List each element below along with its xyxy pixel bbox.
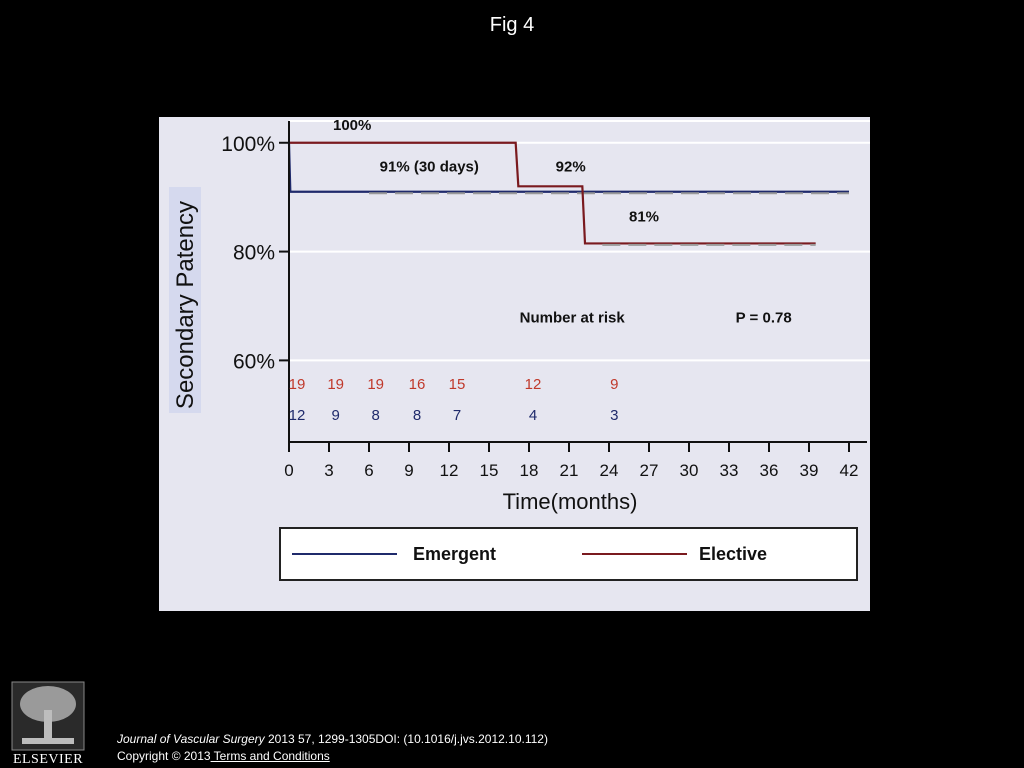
y-tick-label: 60% [233,350,275,373]
x-tick-label: 15 [480,461,499,480]
x-tick-label: 39 [800,461,819,480]
journal-name: Journal of Vascular Surgery [117,732,265,746]
x-tick-label: 6 [364,461,373,480]
x-tick-label: 21 [560,461,579,480]
kaplan-meier-chart: Secondary Patency 100%80%60%0 3 6 9 12 15 18 21… [169,117,870,581]
x-tick-label: 12 [440,461,459,480]
legend: Emergent Elective [279,527,858,581]
risk-elective-value: 15 [449,376,466,393]
risk-emergent-value: 3 [610,407,618,424]
risk-emergent-value: 8 [371,407,379,424]
x-tick-label: 36 [760,461,779,480]
citation-line: Journal of Vascular Surgery 2013 57, 129… [117,731,548,748]
x-tick-label: 33 [720,461,739,480]
x-tick-label: 0 [284,461,293,480]
risk-emergent-value: 9 [331,407,339,424]
copyright-line: Copyright © 2013 Terms and Conditions [117,748,548,765]
ylabel: Secondary Patency [172,201,199,409]
x-tick-label: 27 [640,461,659,480]
risk-elective-value: 9 [610,376,618,393]
risk-elective-value: 16 [409,376,426,393]
y-tick-label: 80% [233,242,275,265]
citation-details: 2013 57, 1299-1305DOI: (10.1016/j.jvs.20… [264,732,548,746]
risk-elective-value: 12 [525,376,542,393]
xlabel: Time(months) [503,489,638,514]
risk-emergent-value: 7 [453,407,461,424]
annotation-3: 81% [629,209,659,226]
annotation-5: P = 0.78 [736,309,792,326]
annotation-1: 91% (30 days) [380,159,479,176]
x-tick-label: 18 [520,461,539,480]
terms-link[interactable]: Terms and Conditions [210,749,330,763]
annotation-4: Number at risk [520,309,626,326]
risk-emergent-value: 4 [529,407,537,424]
citation: Journal of Vascular Surgery 2013 57, 129… [117,731,548,765]
publisher-logo-text: ELSEVIER [12,752,84,767]
series-line-elective [289,141,816,245]
x-tick-label: 9 [404,461,413,480]
x-tick-label: 3 [324,461,333,480]
legend-label-elective: Elective [699,544,767,564]
annotation-2: 92% [556,159,586,176]
risk-elective-value: 19 [327,376,344,393]
legend-label-emergent: Emergent [413,544,496,564]
copyright-text: Copyright © 2013 [117,749,211,763]
y-tick-label: 100% [221,133,275,156]
figure-panel: Secondary Patency 100% 80% 60% 0 3 6 9 12 15 18 21… [159,117,870,611]
risk-emergent-value: 12 [289,407,306,424]
elsevier-tree-icon [11,681,85,751]
annotation-0: 100% [333,117,371,134]
ylabel-backdrop [169,187,201,413]
publisher-logo: ELSEVIER [8,680,88,768]
x-tick-label: 42 [840,461,859,480]
x-tick-label: 24 [600,461,619,480]
risk-elective-value: 19 [289,376,306,393]
figure-title: Fig 4 [489,14,535,36]
x-tick-label: 30 [680,461,699,480]
risk-emergent-value: 8 [413,407,421,424]
risk-elective-value: 19 [367,376,384,393]
